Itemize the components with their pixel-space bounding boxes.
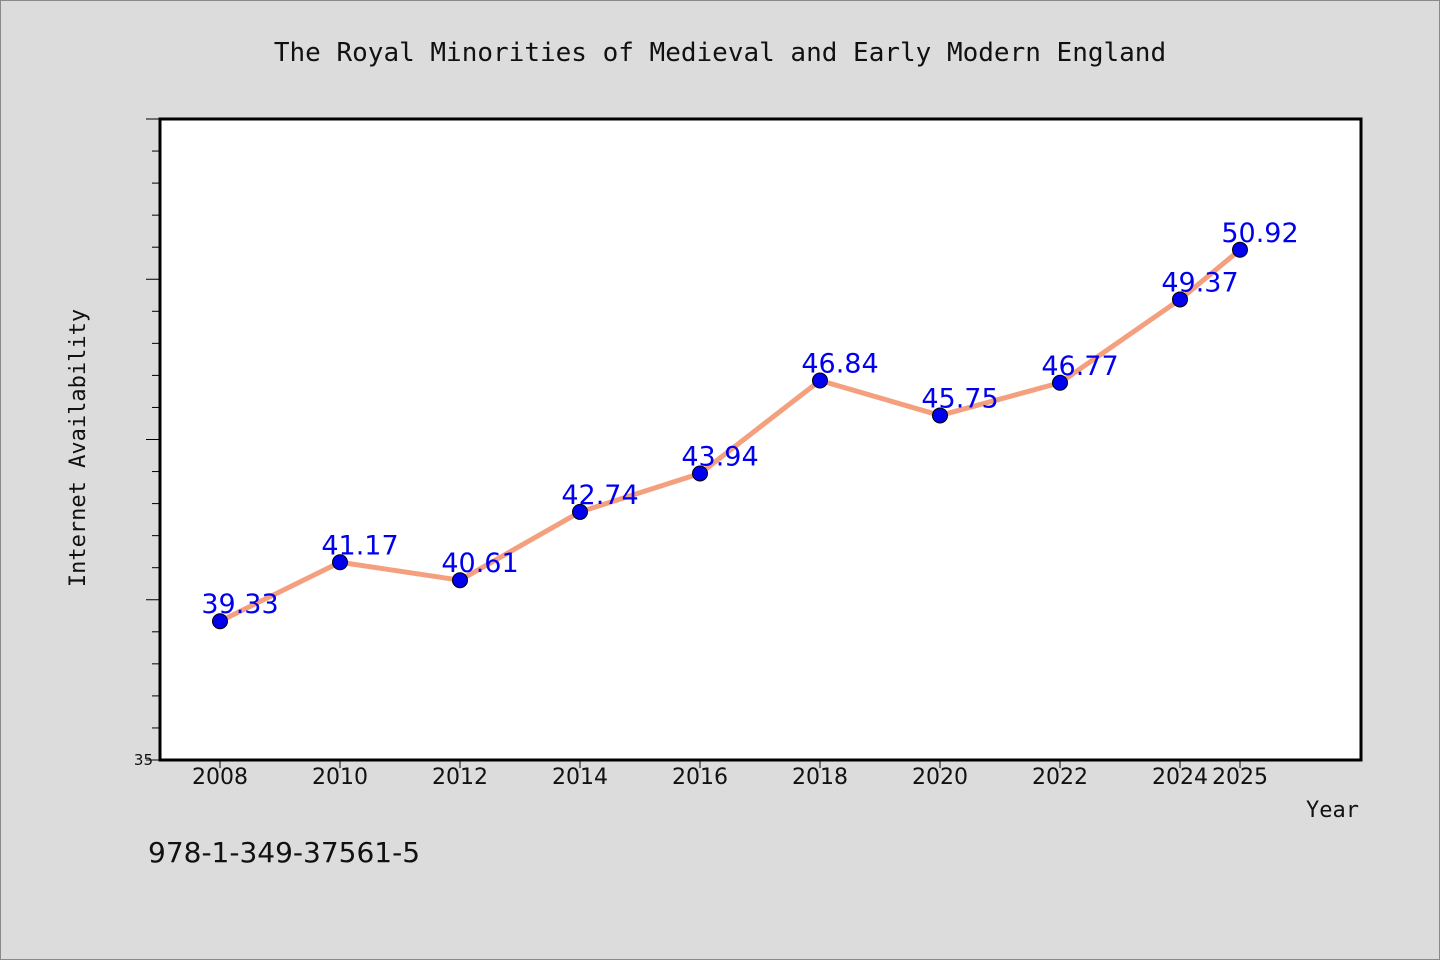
data-point — [1232, 241, 1248, 258]
data-point — [692, 465, 708, 482]
data-label: 42.74 — [561, 480, 638, 511]
data-point — [332, 554, 348, 571]
x-tick-label: 2018 — [792, 765, 848, 790]
data-point — [932, 407, 948, 424]
y-axis-ticks: 35 — [134, 118, 160, 769]
data-point — [812, 372, 828, 389]
x-tick-label: 2016 — [672, 765, 728, 790]
data-label: 45.75 — [921, 383, 998, 414]
x-tick-label: 2022 — [1032, 765, 1088, 790]
series-line — [217, 247, 1243, 624]
data-point — [1052, 374, 1068, 391]
x-axis-label: Year — [1306, 798, 1359, 823]
data-point — [212, 613, 228, 630]
data-point — [452, 572, 468, 589]
chart-title: The Royal Minorities of Medieval and Ear… — [274, 38, 1166, 68]
data-label: 46.84 — [801, 349, 878, 380]
x-axis-ticks: 2008 2010 2012 2014 2016 2018 2020 2022 2024 2025 — [192, 760, 1268, 790]
x-tick-label: 2025 — [1212, 765, 1268, 790]
data-label: 49.37 — [1161, 267, 1238, 298]
footer-code: 978-1-349-37561-5 — [148, 836, 420, 869]
x-tick-label: 2020 — [912, 765, 968, 790]
series-group: 39.33 41.17 40.61 42.74 43.94 46.84 45.75 46.77… — [201, 218, 1299, 630]
data-label: 41.17 — [321, 530, 398, 561]
x-tick-label: 2024 — [1152, 765, 1208, 790]
y-tick-label: 35 — [134, 751, 153, 769]
x-tick-label: 2012 — [432, 765, 488, 790]
data-point — [1172, 291, 1188, 308]
data-label: 46.77 — [1041, 351, 1118, 382]
y-axis-label: Internet Availability — [66, 309, 91, 587]
x-tick-label: 2014 — [552, 765, 608, 790]
plot-area — [158, 117, 1363, 762]
data-label: 39.33 — [201, 589, 278, 620]
data-label: 40.61 — [441, 548, 518, 579]
data-label: 43.94 — [681, 441, 758, 472]
data-point — [572, 503, 588, 520]
x-tick-label: 2010 — [312, 765, 368, 790]
data-label: 50.92 — [1221, 218, 1298, 249]
x-tick-label: 2008 — [192, 765, 248, 790]
